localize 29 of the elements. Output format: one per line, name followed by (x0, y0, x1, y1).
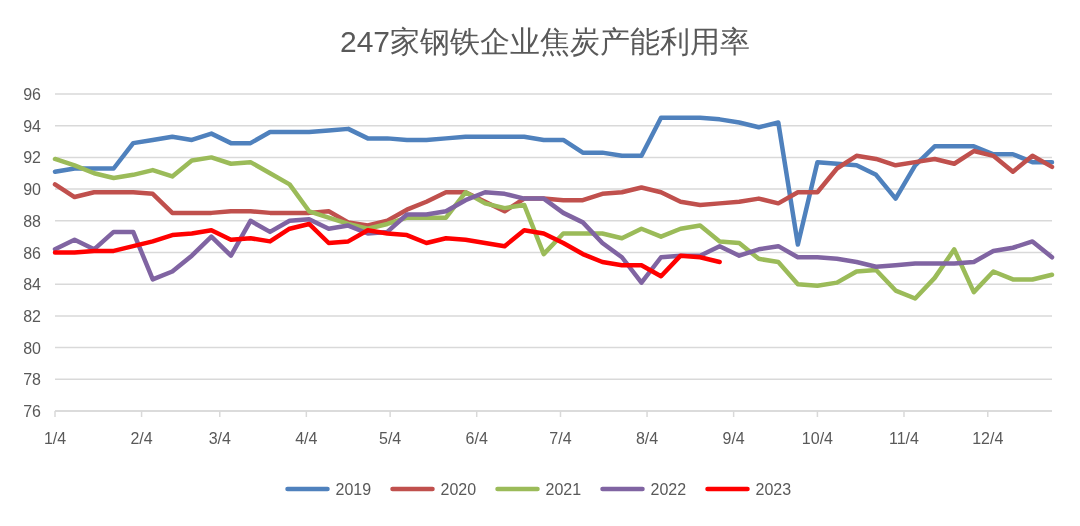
legend-label: 2019 (335, 481, 372, 498)
y-tick-label: 80 (23, 339, 42, 357)
y-tick-label: 82 (23, 307, 42, 325)
x-tick-label: 3/4 (208, 430, 231, 447)
y-tick-label: 84 (23, 276, 42, 294)
chart-title: 247家钢铁企业焦炭产能利用率 (339, 25, 751, 58)
x-tick-label: 10/4 (801, 430, 834, 447)
y-tick-label: 76 (23, 403, 42, 420)
y-tick-label: 78 (23, 371, 42, 389)
x-tick-label: 12/4 (972, 430, 1004, 447)
y-tick-label: 86 (23, 244, 42, 262)
y-tick-label: 92 (23, 149, 42, 167)
x-tick-label: 1/4 (43, 430, 67, 447)
y-tick-label: 88 (23, 212, 42, 230)
x-tick-label: 7/4 (549, 430, 572, 447)
y-tick-label: 90 (23, 181, 42, 199)
legend-label: 2020 (440, 481, 477, 498)
x-tick-label: 9/4 (722, 430, 745, 447)
legend-label: 2021 (545, 481, 582, 498)
legend-label: 2022 (650, 481, 687, 498)
x-tick-label: 2/4 (130, 430, 153, 447)
x-tick-label: 4/4 (295, 430, 318, 447)
y-tick-label: 94 (23, 117, 42, 135)
x-tick-label: 11/4 (889, 430, 920, 447)
x-tick-label: 8/4 (635, 430, 659, 447)
y-tick-label: 96 (23, 86, 42, 103)
legend-label: 2023 (755, 481, 792, 498)
x-tick-label: 5/4 (379, 430, 402, 447)
x-tick-label: 6/4 (465, 430, 488, 447)
